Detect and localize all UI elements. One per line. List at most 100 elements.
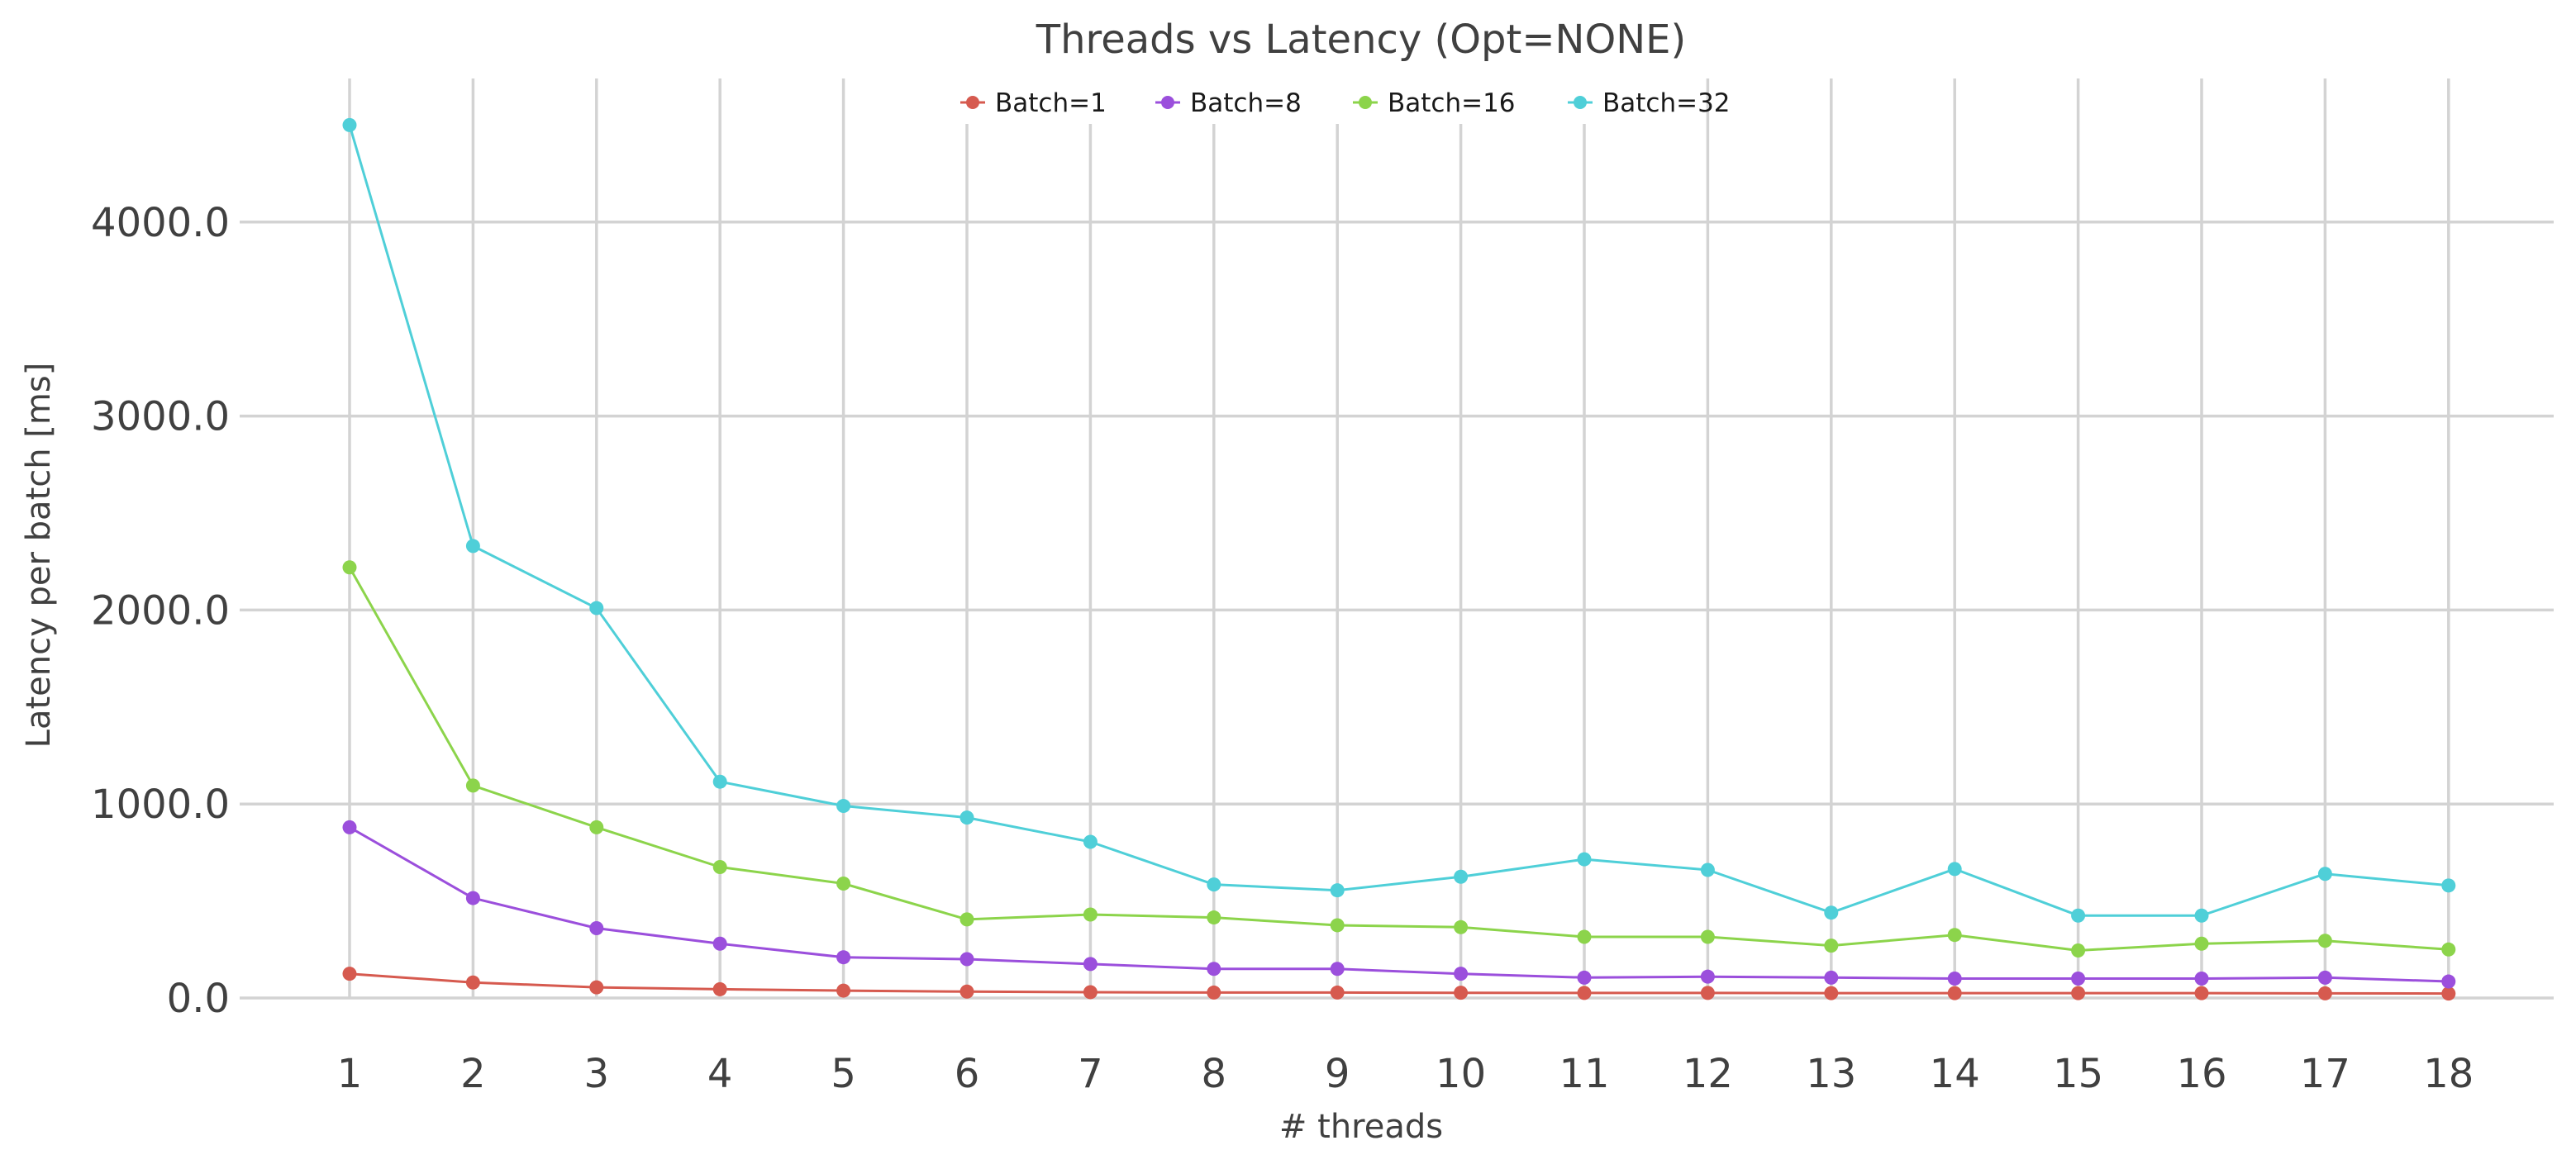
legend-label: Batch=32 bbox=[1602, 88, 1731, 118]
data-point bbox=[1947, 928, 1962, 943]
legend-label: Batch=8 bbox=[1190, 88, 1302, 118]
series-batch-1 bbox=[342, 967, 2456, 1001]
data-point bbox=[2194, 908, 2209, 923]
x-axis-title: # threads bbox=[1279, 1108, 1443, 1146]
data-point bbox=[712, 860, 727, 875]
data-point bbox=[1947, 862, 1962, 877]
data-point bbox=[1577, 970, 1592, 985]
series-layer bbox=[342, 117, 2456, 1001]
data-point bbox=[1824, 939, 1839, 953]
x-tick-label: 10 bbox=[1436, 1051, 1486, 1097]
data-point bbox=[959, 912, 974, 927]
x-tick-label: 6 bbox=[955, 1051, 980, 1097]
data-point bbox=[1700, 986, 1715, 1000]
x-tick-label: 7 bbox=[1078, 1051, 1103, 1097]
x-tick-label: 1 bbox=[337, 1051, 363, 1097]
data-point bbox=[465, 778, 480, 793]
x-tick-label: 11 bbox=[1559, 1051, 1609, 1097]
y-tick-label: 2000.0 bbox=[91, 587, 230, 634]
data-point bbox=[2194, 936, 2209, 951]
data-point bbox=[1083, 957, 1098, 972]
y-tick-label: 0.0 bbox=[167, 976, 230, 1022]
x-tick-label: 8 bbox=[1202, 1051, 1227, 1097]
x-tick-label: 3 bbox=[584, 1051, 610, 1097]
data-point bbox=[712, 981, 727, 996]
y-tick-label: 3000.0 bbox=[91, 394, 230, 440]
x-tick-label: 5 bbox=[831, 1051, 856, 1097]
data-point bbox=[2441, 878, 2456, 893]
data-point bbox=[2441, 974, 2456, 989]
legend-item[interactable]: Batch=1 bbox=[960, 88, 1107, 118]
data-point bbox=[1577, 852, 1592, 867]
x-tick-label: 4 bbox=[707, 1051, 733, 1097]
legend-swatch-marker bbox=[1161, 96, 1174, 109]
data-point bbox=[1454, 920, 1469, 934]
data-point bbox=[465, 975, 480, 990]
x-tick-label: 14 bbox=[1930, 1051, 1980, 1097]
legend-item[interactable]: Batch=32 bbox=[1568, 88, 1731, 118]
data-point bbox=[1947, 986, 1962, 1000]
data-point bbox=[1700, 862, 1715, 877]
x-tick-labels: 1 2 3 4 5 6 7 8 9 10 11 12 13 14 15 16 17 18 bbox=[337, 1051, 2474, 1097]
data-point bbox=[1207, 877, 1221, 892]
x-tick-label: 15 bbox=[2053, 1051, 2103, 1097]
series-line bbox=[348, 124, 2449, 917]
data-point bbox=[1083, 985, 1098, 1000]
data-point bbox=[712, 936, 727, 951]
data-point bbox=[1577, 986, 1592, 1000]
data-point bbox=[1207, 985, 1221, 1000]
legend-item[interactable]: Batch=8 bbox=[1155, 88, 1302, 118]
data-point bbox=[2317, 986, 2332, 1000]
data-point bbox=[1454, 869, 1469, 884]
data-point bbox=[2071, 943, 2086, 958]
data-point bbox=[1700, 929, 1715, 944]
grid-lines bbox=[240, 78, 2554, 998]
chart-title: Threads vs Latency (Opt=NONE) bbox=[1036, 17, 1686, 63]
data-point bbox=[2441, 942, 2456, 957]
data-point bbox=[1083, 907, 1098, 922]
legend-swatch-marker bbox=[966, 96, 979, 109]
x-tick-label: 2 bbox=[460, 1051, 486, 1097]
series-batch-8 bbox=[342, 820, 2456, 989]
data-point bbox=[959, 984, 974, 999]
data-point bbox=[2441, 986, 2456, 1001]
legend-label: Batch=16 bbox=[1388, 88, 1516, 118]
x-tick-label: 17 bbox=[2300, 1051, 2350, 1097]
data-point bbox=[1824, 970, 1839, 985]
data-point bbox=[2071, 986, 2086, 1000]
data-point bbox=[836, 950, 851, 965]
data-point bbox=[589, 920, 604, 935]
x-tick-label: 18 bbox=[2423, 1051, 2474, 1097]
data-point bbox=[1700, 969, 1715, 984]
y-tick-labels: 0.0 1000.0 2000.0 3000.0 4000.0 bbox=[91, 200, 230, 1022]
y-axis-title: Latency per batch [ms] bbox=[20, 363, 58, 748]
legend-item[interactable]: Batch=16 bbox=[1353, 88, 1516, 118]
data-point bbox=[1824, 986, 1839, 1000]
series-batch-32 bbox=[342, 117, 2456, 923]
data-point bbox=[1330, 985, 1345, 1000]
legend[interactable]: Batch=1 Batch=8 Batch=16 Batch=32 bbox=[960, 88, 1731, 118]
y-tick-label: 1000.0 bbox=[91, 782, 230, 828]
data-point bbox=[959, 810, 974, 825]
legend-swatch-marker bbox=[1574, 96, 1587, 109]
x-tick-label: 12 bbox=[1683, 1051, 1733, 1097]
x-tick-label: 16 bbox=[2176, 1051, 2226, 1097]
data-point bbox=[342, 117, 357, 132]
data-point bbox=[2194, 972, 2209, 986]
data-point bbox=[2317, 970, 2332, 985]
data-point bbox=[2317, 867, 2332, 882]
legend-swatch-marker bbox=[1359, 96, 1372, 109]
data-point bbox=[1947, 972, 1962, 986]
data-point bbox=[1330, 918, 1345, 933]
series-line bbox=[349, 826, 2449, 983]
x-tick-label: 9 bbox=[1325, 1051, 1350, 1097]
data-point bbox=[1824, 905, 1839, 920]
data-point bbox=[342, 967, 357, 981]
data-point bbox=[1207, 962, 1221, 977]
data-point bbox=[1330, 962, 1345, 977]
data-point bbox=[465, 891, 480, 905]
data-point bbox=[589, 601, 604, 615]
data-point bbox=[2071, 972, 2086, 986]
data-point bbox=[836, 799, 851, 814]
